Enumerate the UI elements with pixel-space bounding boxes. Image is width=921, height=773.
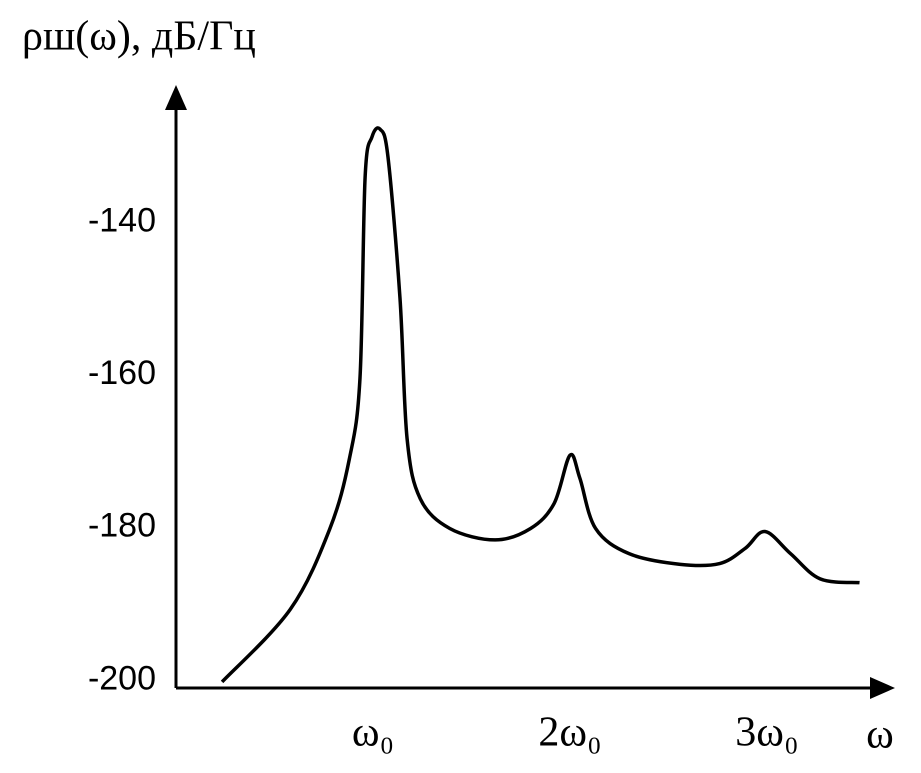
y-tick-label: -180 [88,507,156,545]
y-tick-label: -200 [88,659,156,697]
x-tick-label: ω₀ [352,710,394,756]
x-axis-label: ω [866,712,894,758]
y-tick-label: -140 [88,201,156,239]
x-axis-arrow [870,677,895,699]
x-tick-label: 2ω₀ [538,710,601,756]
y-tick-label: -160 [88,354,156,392]
y-axis-arrow [165,85,187,110]
x-tick-label: 3ω₀ [735,710,798,756]
spectrum-line [220,126,860,684]
y-axis-label: ρш(ω), дБ/Гц [22,14,256,60]
